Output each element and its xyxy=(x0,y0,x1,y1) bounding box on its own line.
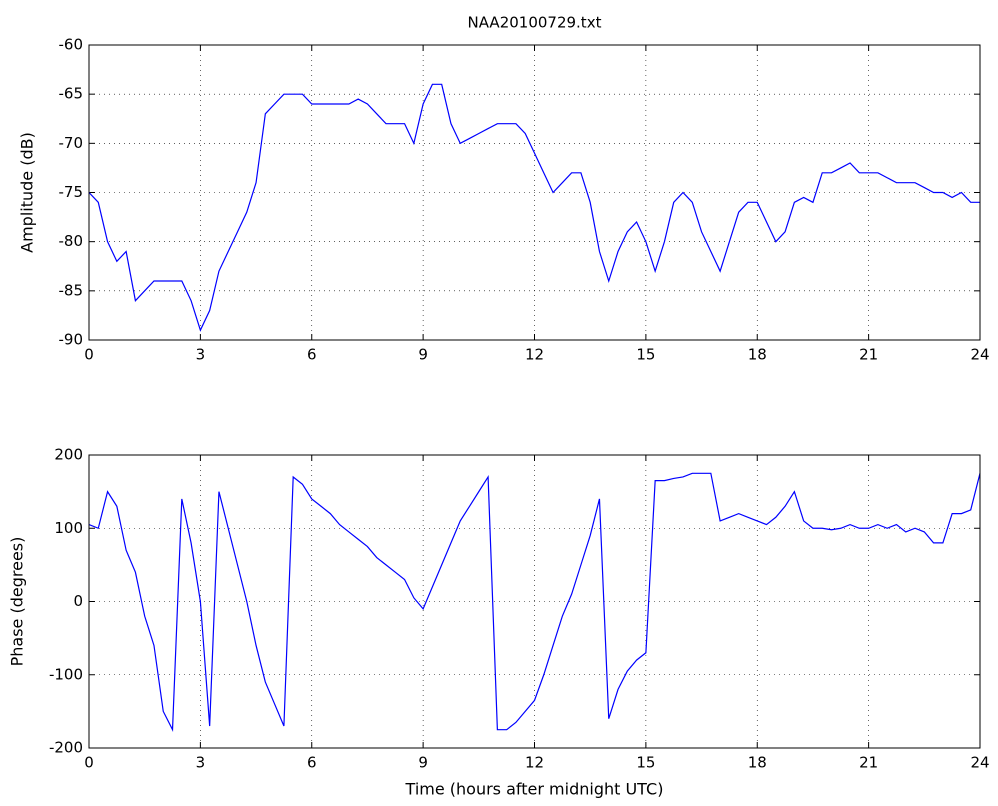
x-tick-label: 21 xyxy=(859,754,878,772)
x-tick-label: 3 xyxy=(196,754,206,772)
axes-frame xyxy=(88,454,981,749)
y-tick-label: -100 xyxy=(49,665,83,683)
x-tick-label: 18 xyxy=(748,346,767,364)
x-tick-label: 12 xyxy=(525,754,544,772)
x-tick-label: 24 xyxy=(970,346,989,364)
y-tick-label: 100 xyxy=(54,519,83,537)
chart-title: NAA20100729.txt xyxy=(468,14,602,32)
y-tick-label: -85 xyxy=(59,281,84,299)
x-tick-label: 15 xyxy=(636,346,655,364)
y-tick-label: -75 xyxy=(59,183,84,201)
x-tick-label: 12 xyxy=(525,346,544,364)
x-tick-label: 9 xyxy=(418,346,428,364)
data-line xyxy=(88,472,981,733)
x-tick-label: 0 xyxy=(84,346,94,364)
x-tick-label: 0 xyxy=(84,754,94,772)
y-axis-label: Amplitude (dB) xyxy=(18,132,37,253)
data-line xyxy=(88,83,980,332)
axes-frame xyxy=(88,44,981,341)
y-tick-label: -60 xyxy=(59,36,84,54)
y-tick-label: -80 xyxy=(59,232,84,250)
x-tick-label: 3 xyxy=(196,346,206,364)
y-tick-label: 200 xyxy=(54,446,83,464)
x-tick-label: 21 xyxy=(859,346,878,364)
y-tick-label: -200 xyxy=(49,739,83,757)
y-tick-label: -70 xyxy=(59,134,84,152)
x-tick-label: 18 xyxy=(748,754,767,772)
x-tick-label: 24 xyxy=(970,754,989,772)
y-axis-label: Phase (degrees) xyxy=(8,537,27,667)
y-tick-label: -65 xyxy=(59,85,84,103)
x-tick-label: 6 xyxy=(307,754,317,772)
x-tick-label: 15 xyxy=(636,754,655,772)
x-tick-label: 9 xyxy=(418,754,428,772)
x-tick-label: 6 xyxy=(307,346,317,364)
y-tick-label: -90 xyxy=(59,331,84,349)
x-axis-label: Time (hours after midnight UTC) xyxy=(405,780,664,799)
y-tick-label: 0 xyxy=(73,592,83,610)
